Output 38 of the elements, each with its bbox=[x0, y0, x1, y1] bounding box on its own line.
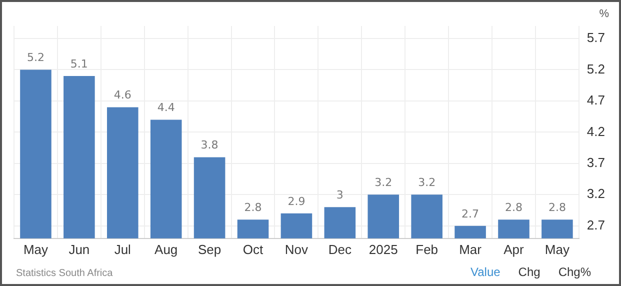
x-tick-label: Apr bbox=[504, 242, 525, 257]
data-label: 4.4 bbox=[157, 101, 175, 114]
data-label: 2.8 bbox=[244, 201, 262, 214]
y-tick-label: 5.2 bbox=[586, 61, 606, 76]
x-tick-label: Feb bbox=[416, 242, 438, 257]
x-tick-label: May bbox=[23, 242, 49, 257]
data-label: 3.2 bbox=[418, 176, 436, 190]
x-tick-label: Aug bbox=[154, 242, 178, 257]
x-tick-label: May bbox=[544, 242, 570, 257]
y-tick-label: 4.2 bbox=[586, 124, 606, 139]
x-tick-label: 2025 bbox=[368, 242, 398, 257]
x-tick-label: Mar bbox=[459, 242, 482, 257]
data-label: 5.2 bbox=[26, 51, 44, 64]
text: Statistics South Africa bbox=[16, 268, 113, 279]
text: Chg bbox=[518, 265, 540, 279]
x-tick-label: Oct bbox=[242, 242, 264, 257]
data-label: 3 bbox=[336, 188, 344, 202]
data-label: 2.7 bbox=[462, 207, 480, 220]
y-tick-label: 3.2 bbox=[586, 186, 606, 202]
y-tick-label: 2.7 bbox=[586, 217, 606, 232]
data-label: 4.6 bbox=[114, 88, 132, 102]
y-axis-title: % bbox=[599, 8, 609, 20]
y-tick-label: 5.7 bbox=[586, 30, 606, 46]
data-label: 3.2 bbox=[374, 176, 392, 190]
data-label: 5.1 bbox=[70, 57, 88, 70]
text: Value bbox=[470, 265, 500, 279]
x-tick-label: Sep bbox=[198, 242, 222, 257]
x-tick-label: Nov bbox=[284, 242, 309, 257]
data-label: 3.8 bbox=[200, 138, 218, 152]
data-label: 2.8 bbox=[548, 201, 566, 214]
y-tick-label: 4.7 bbox=[586, 92, 606, 108]
x-tick-label: Jul bbox=[114, 242, 132, 257]
x-tick-label: Jun bbox=[68, 242, 90, 257]
data-label: 2.9 bbox=[288, 194, 306, 208]
x-tick-label: Dec bbox=[328, 242, 352, 257]
data-label: 2.8 bbox=[504, 201, 522, 214]
text: Chg% bbox=[558, 265, 591, 279]
y-tick-label: 3.7 bbox=[586, 155, 606, 170]
